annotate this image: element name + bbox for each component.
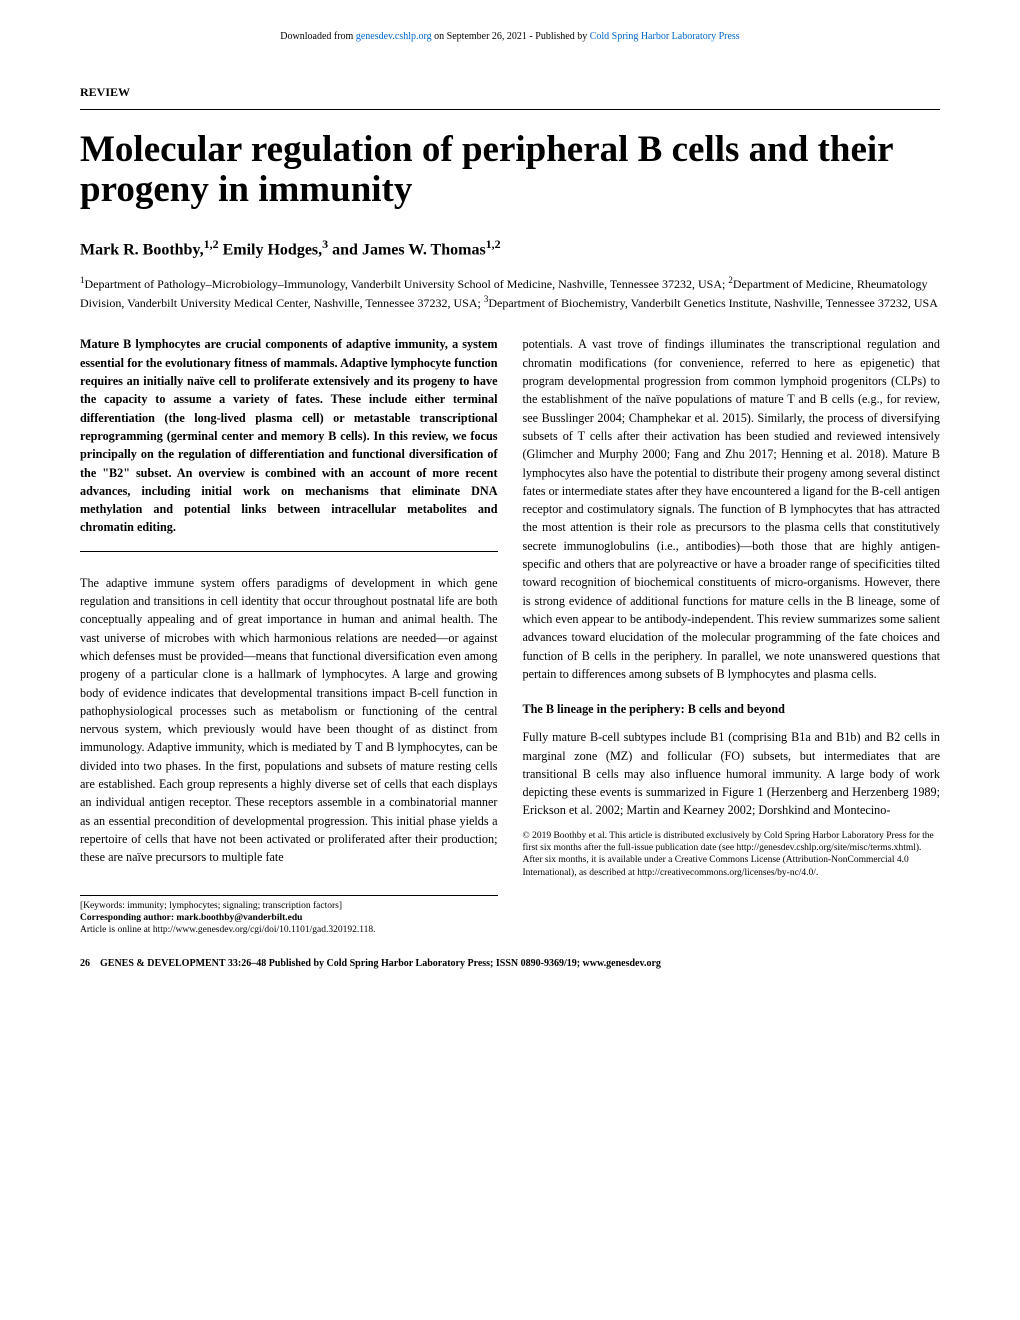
authors: Mark R. Boothby,1,2 Emily Hodges,3 and J…	[80, 236, 940, 262]
intro-text: The adaptive immune system offers paradi…	[80, 574, 498, 867]
header-prefix: Downloaded from	[280, 31, 356, 42]
header-middle: on September 26, 2021 - Published by	[432, 31, 590, 42]
section-heading: The B lineage in the periphery: B cells …	[523, 701, 941, 718]
corresponding-text: Corresponding author: mark.boothby@vande…	[80, 913, 302, 923]
left-column: Mature B lymphocytes are crucial compone…	[80, 335, 498, 936]
copyright-footnote: © 2019 Boothby et al. This article is di…	[523, 830, 941, 879]
page-footer: 26 GENES & DEVELOPMENT 33:26–48 Publishe…	[80, 957, 940, 971]
section-paragraph: Fully mature B-cell subtypes include B1 …	[523, 728, 941, 819]
two-column-layout: Mature B lymphocytes are crucial compone…	[80, 335, 940, 936]
article-online: Article is online at http://www.genesdev…	[80, 924, 498, 936]
article-title: Molecular regulation of peripheral B cel…	[80, 130, 940, 211]
header-link-publisher[interactable]: Cold Spring Harbor Laboratory Press	[590, 31, 740, 42]
section-text: Fully mature B-cell subtypes include B1 …	[523, 728, 941, 819]
corresponding-author: Corresponding author: mark.boothby@vande…	[80, 912, 498, 924]
abstract-divider	[80, 551, 498, 552]
right-column: potentials. A vast trove of findings ill…	[523, 335, 941, 936]
title-divider	[80, 109, 940, 110]
footnotes-left: [Keywords: immunity; lymphocytes; signal…	[80, 895, 498, 937]
journal-info: GENES & DEVELOPMENT 33:26–48 Published b…	[100, 958, 661, 969]
page-number: 26	[80, 958, 90, 969]
keywords-line: [Keywords: immunity; lymphocytes; signal…	[80, 900, 498, 912]
abstract: Mature B lymphocytes are crucial compone…	[80, 335, 498, 536]
intro-paragraph: The adaptive immune system offers paradi…	[80, 574, 498, 867]
affiliations: 1Department of Pathology–Microbiology–Im…	[80, 274, 940, 312]
download-header: Downloaded from genesdev.cshlp.org on Se…	[80, 30, 940, 44]
col2-paragraph: potentials. A vast trove of findings ill…	[523, 335, 941, 683]
header-link-source[interactable]: genesdev.cshlp.org	[356, 31, 432, 42]
review-label: REVIEW	[80, 84, 940, 101]
keywords-text: [Keywords: immunity; lymphocytes; signal…	[80, 901, 342, 911]
col2-text: potentials. A vast trove of findings ill…	[523, 335, 941, 683]
